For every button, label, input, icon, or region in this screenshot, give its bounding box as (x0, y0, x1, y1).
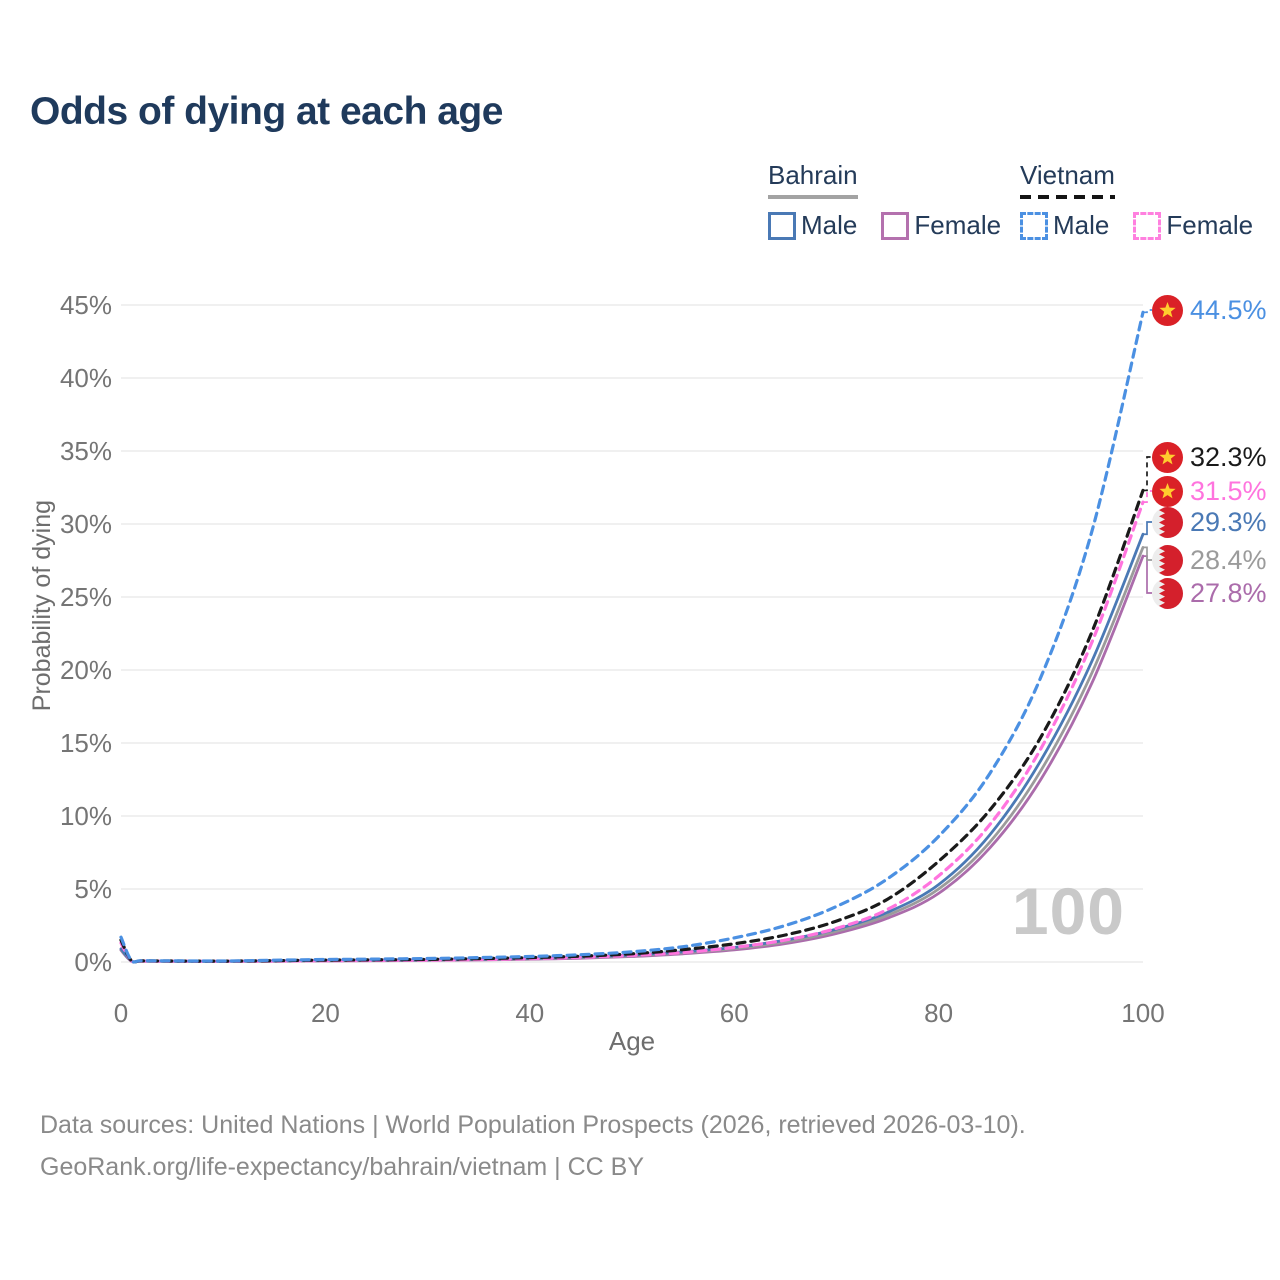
legend-group-bahrain: Bahrain Male Female (768, 160, 1001, 241)
y-tick-label: 20% (60, 655, 112, 685)
legend-group-vietnam: Vietnam Male Female (1020, 160, 1253, 241)
y-tick-label: 5% (74, 874, 112, 904)
legend-line-style-dashed (1020, 195, 1115, 199)
y-tick-label: 45% (60, 290, 112, 320)
legend-item-label: Male (801, 210, 858, 240)
legend-bahrain-female-toggle[interactable]: Female (881, 210, 1001, 241)
legend-checkbox-icon[interactable] (768, 211, 796, 240)
legend-checkbox-icon[interactable] (1133, 211, 1162, 240)
series-line-vietnam-female (119, 500, 1145, 964)
x-axis-title: Age (608, 1026, 656, 1056)
x-tick-label: 100 (1121, 998, 1164, 1028)
x-tick-label: 20 (311, 998, 340, 1028)
series-line-vietnam-male (119, 310, 1145, 964)
legend-country-vietnam[interactable]: Vietnam (1020, 160, 1115, 199)
legend-bahrain-male-toggle[interactable]: Male (768, 210, 857, 241)
legend-item-label: Female (1166, 210, 1254, 240)
legend-vietnam-male-toggle[interactable]: Male (1020, 210, 1109, 241)
data-sources-line: Data sources: United Nations | World Pop… (40, 1111, 1026, 1139)
label-connector-bahrain-female (1143, 555, 1152, 594)
label-connector-bahrain (1143, 546, 1152, 561)
x-tick-label: 60 (720, 998, 749, 1028)
label-connector-vietnam (1143, 456, 1152, 492)
legend-items: Male Female (768, 210, 1001, 241)
y-axis-title: Probability of dying (28, 500, 56, 712)
label-connector-vietnam-female (1143, 490, 1152, 503)
y-tick-label: 35% (60, 436, 112, 466)
y-tick-label: 40% (60, 363, 112, 393)
age-watermark: 100 (1011, 874, 1125, 948)
y-tick-label: 15% (60, 728, 112, 758)
y-tick-label: 30% (60, 509, 112, 539)
chart-title: Odds of dying at each age (30, 90, 503, 133)
y-tick-label: 0% (74, 947, 112, 977)
legend-item-label: Female (914, 210, 1002, 240)
legend-country-bahrain[interactable]: Bahrain (768, 160, 858, 199)
y-tick-label: 25% (60, 582, 112, 612)
attribution-line: GeoRank.org/life-expectancy/bahrain/viet… (40, 1153, 645, 1181)
footer: Data sources: United Nations | World Pop… (40, 1104, 1026, 1188)
legend-items: Male Female (1020, 210, 1253, 241)
x-tick-label: 40 (515, 998, 544, 1028)
legend-vietnam-female-toggle[interactable]: Female (1133, 210, 1253, 241)
x-tick-label: 80 (924, 998, 953, 1028)
legend-line-style-solid (768, 195, 858, 199)
label-connector-vietnam-male (1143, 309, 1152, 314)
legend-country-label: Bahrain (768, 160, 858, 190)
label-connector-bahrain-male (1143, 521, 1152, 536)
legend-checkbox-icon[interactable] (1020, 211, 1048, 240)
legend-checkbox-icon[interactable] (881, 211, 910, 240)
x-tick-label: 0 (114, 998, 128, 1028)
legend-item-label: Male (1053, 210, 1110, 240)
legend-country-label: Vietnam (1020, 160, 1115, 190)
y-tick-label: 10% (60, 801, 112, 831)
